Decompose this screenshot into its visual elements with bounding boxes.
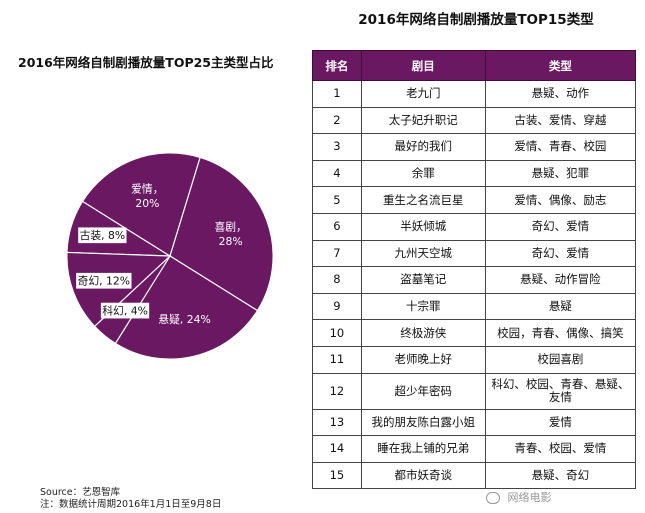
table-row: 5 重生之名流巨星 爱情、偶像、励志 bbox=[312, 186, 637, 214]
cell-title: 余罪 bbox=[360, 159, 486, 188]
slice-label-text: 古装, 8% bbox=[80, 229, 126, 242]
table-row: 10 终极游侠 校园，青春、偶像、搞笑 bbox=[312, 319, 637, 347]
cell-title: 太子妃升职记 bbox=[360, 106, 486, 135]
cell-title: 我的朋友陈白露小姐 bbox=[360, 408, 486, 437]
table-row: 14 睡在我上铺的兄弟 青春、校园、爱情 bbox=[312, 435, 637, 463]
slice-label-name: 爱情， bbox=[131, 182, 163, 195]
cell-rank: 4 bbox=[312, 159, 362, 188]
cell-genre: 奇幻、爱情 bbox=[484, 239, 637, 268]
slice-label-2: 爱情， 20% bbox=[131, 182, 163, 210]
cell-rank: 7 bbox=[312, 239, 362, 268]
table-row: 15 都市妖奇谈 悬疑、奇幻 bbox=[312, 461, 637, 490]
table-row: 11 老师晚上好 校园喜剧 bbox=[312, 345, 637, 374]
table-row: 9 十宗罪 悬疑 bbox=[312, 292, 637, 321]
pie-slice-3 bbox=[169, 156, 274, 312]
table-row: 12 超少年密码 科幻、校园、青春、悬疑、友情 bbox=[312, 372, 637, 410]
slice-label-box bbox=[76, 272, 132, 289]
cell-genre: 悬疑、动作冒险 bbox=[484, 266, 637, 294]
table-row: 7 九州天空城 奇幻、爱情 bbox=[312, 239, 637, 268]
pie-slice-4 bbox=[114, 255, 259, 360]
table-row: 3 最好的我们 爱情、青春、校园 bbox=[312, 133, 637, 161]
table-title: 2016年网络自制剧播放量TOP15类型 bbox=[358, 12, 594, 28]
cell-genre: 青春、校园、爱情 bbox=[484, 435, 637, 463]
source-line: Source：艺恩智库 bbox=[40, 487, 121, 498]
watermark: 网络电影 bbox=[486, 489, 552, 505]
table-row: 6 半妖倾城 奇幻、爱情 bbox=[312, 212, 637, 241]
cell-title: 半妖倾城 bbox=[360, 212, 486, 241]
cell-rank: 14 bbox=[312, 435, 362, 463]
slice-label-text: 悬疑, 24% bbox=[158, 313, 210, 326]
period-note: 注：数据统计周期2016年1月1日至9月8日 bbox=[40, 499, 222, 510]
table-row: 8 盗墓笔记 悬疑、动作冒险 bbox=[312, 266, 637, 294]
cell-rank: 13 bbox=[312, 408, 362, 437]
cell-rank: 2 bbox=[312, 106, 362, 135]
column-header-rank: 排名 bbox=[312, 50, 362, 81]
slice-label-box bbox=[100, 302, 150, 319]
slice-label-5: 科幻, 4% bbox=[100, 302, 150, 319]
pie-chart-title: 2016年网络自制剧播放量TOP25主类型占比 bbox=[18, 55, 274, 70]
cell-rank: 10 bbox=[312, 319, 362, 347]
cell-genre: 古装、爱情、穿越 bbox=[484, 106, 637, 135]
table-body: 1 老九门 悬疑、动作 2 太子妃升职记 古装、爱情、穿越 3 最好的我们 爱情、青春、校园 4 余… bbox=[312, 80, 637, 490]
cell-genre: 奇幻、爱情 bbox=[484, 212, 637, 241]
cell-rank: 3 bbox=[312, 133, 362, 161]
cell-title: 九州天空城 bbox=[360, 239, 486, 268]
slice-label-box bbox=[78, 227, 127, 244]
cell-rank: 12 bbox=[312, 372, 362, 410]
cell-rank: 1 bbox=[312, 80, 362, 108]
cell-rank: 5 bbox=[312, 186, 362, 214]
cell-title: 盗墓笔记 bbox=[360, 266, 486, 294]
cell-rank: 8 bbox=[312, 266, 362, 294]
pie-chart-svg: 古装, 8% 爱情， 20% 喜剧， 28% 悬疑, 24% 科幻, 4% 奇幻, 12% bbox=[66, 152, 274, 360]
cell-title: 十宗罪 bbox=[360, 292, 486, 321]
table-row: 1 老九门 悬疑、动作 bbox=[312, 80, 637, 108]
slice-label-text: 科幻, 4% bbox=[102, 304, 148, 318]
cell-title: 睡在我上铺的兄弟 bbox=[360, 435, 486, 463]
slice-label-3: 喜剧， 28% bbox=[214, 220, 246, 248]
cell-genre: 爱情、偶像、励志 bbox=[484, 186, 637, 214]
source-note: Source：艺恩智库 注：数据统计周期2016年1月1日至9月8日 bbox=[40, 487, 221, 511]
cell-title: 老九门 bbox=[360, 80, 486, 108]
slice-label-text: 奇幻, 12% bbox=[78, 275, 130, 288]
ranking-table: 排名 剧目 类型 1 老九门 悬疑、动作 2 太子妃升职记 古装、爱情、穿越 3 最好的我们爱… bbox=[312, 50, 637, 490]
cell-genre: 科幻、校园、青春、悬疑、友情 bbox=[484, 372, 637, 410]
cell-title: 重生之名流巨星 bbox=[360, 186, 486, 214]
cell-genre: 悬疑 bbox=[484, 292, 637, 321]
slice-label-4: 悬疑, 24% bbox=[158, 313, 210, 326]
cell-genre: 校园喜剧 bbox=[484, 345, 637, 374]
cell-genre: 悬疑、动作 bbox=[484, 80, 637, 108]
slice-label-1: 古装, 8% bbox=[78, 227, 127, 244]
cell-title: 老师晚上好 bbox=[360, 345, 486, 374]
pie-slice-2 bbox=[81, 152, 201, 257]
pie-slice-6 bbox=[66, 251, 172, 328]
table-row: 4 余罪 悬疑、犯罪 bbox=[312, 159, 637, 188]
slice-label-name: 喜剧， bbox=[214, 220, 246, 233]
cell-title: 超少年密码 bbox=[360, 372, 486, 410]
cell-rank: 11 bbox=[312, 345, 362, 374]
cell-genre: 悬疑、奇幻 bbox=[484, 461, 637, 490]
table-row: 2 太子妃升职记 古装、爱情、穿越 bbox=[312, 106, 637, 135]
slice-label-value: 28% bbox=[219, 235, 243, 248]
table-header-row: 排名 剧目 类型 bbox=[312, 50, 637, 81]
cell-rank: 6 bbox=[312, 212, 362, 241]
cell-title: 都市妖奇谈 bbox=[360, 461, 486, 490]
cell-genre: 悬疑、犯罪 bbox=[484, 159, 637, 188]
watermark-text: 网络电影 bbox=[507, 491, 552, 504]
cell-title: 最好的我们 bbox=[360, 133, 486, 161]
cell-genre: 校园，青春、偶像、搞笑 bbox=[484, 319, 637, 347]
cell-rank: 9 bbox=[312, 292, 362, 321]
wechat-icon bbox=[486, 492, 500, 504]
cell-genre: 爱情、青春、校园 bbox=[484, 133, 637, 161]
cell-title: 终极游侠 bbox=[360, 319, 486, 347]
cell-rank: 15 bbox=[312, 461, 362, 490]
cell-genre: 爱情 bbox=[484, 408, 637, 437]
column-header-title: 剧目 bbox=[360, 50, 486, 81]
column-header-genre: 类型 bbox=[484, 50, 637, 81]
slice-label-value: 20% bbox=[135, 197, 159, 210]
slice-label-6: 奇幻, 12% bbox=[76, 272, 132, 289]
table-row: 13 我的朋友陈白露小姐 爱情 bbox=[312, 408, 637, 437]
pie-chart: 古装, 8% 爱情， 20% 喜剧， 28% 悬疑, 24% 科幻, 4% 奇幻, 12% bbox=[62, 148, 278, 364]
